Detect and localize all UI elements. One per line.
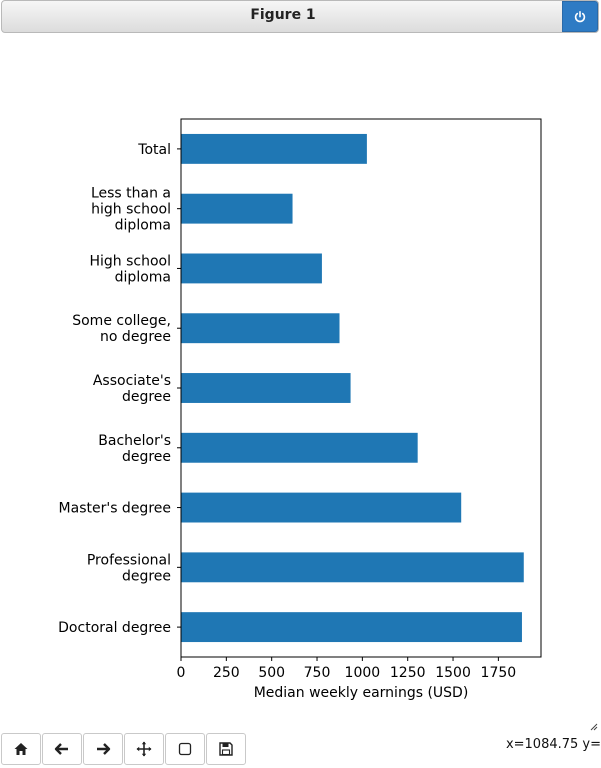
forward-button[interactable] [83, 733, 123, 765]
back-button[interactable] [42, 733, 82, 765]
bar [181, 492, 462, 523]
bar [181, 313, 340, 344]
figure-title: Figure 1 [250, 7, 316, 23]
navigation-toolbar [1, 733, 247, 767]
y-tick-label: Total [137, 142, 171, 158]
x-axis-label: Median weekly earnings (USD) [254, 685, 469, 701]
bar [181, 432, 418, 463]
y-tick-label: Professional degree [87, 552, 171, 584]
bar [181, 133, 367, 164]
y-tick-label: Doctoral degree [58, 620, 171, 636]
bar-chart[interactable]: Total Less than a high school diploma High s… [0, 34, 601, 724]
x-tick-label: 1000 [345, 665, 381, 681]
y-tick-label: Some college, no degree [72, 313, 171, 345]
zoom-rect-icon [178, 742, 192, 756]
cursor-coordinates: x=1084.75 y= [505, 737, 601, 752]
save-button[interactable] [206, 733, 246, 765]
home-button[interactable] [1, 733, 41, 765]
x-tick-label: 1750 [481, 665, 517, 681]
bar [181, 612, 522, 643]
y-tick-label: Master's degree [59, 501, 171, 517]
home-icon [14, 743, 28, 755]
x-tick-label: 1250 [390, 665, 426, 681]
y-tick-label: Associate's degree [93, 373, 171, 405]
bar [181, 373, 351, 403]
bar [181, 253, 322, 284]
close-figure-button[interactable] [562, 1, 598, 32]
plot-frame [180, 118, 542, 658]
zoom-button[interactable] [165, 733, 205, 765]
bar [181, 193, 293, 224]
x-tick-label: 0 [177, 665, 186, 681]
figure-titlebar: Figure 1 [1, 0, 599, 33]
x-tick-label: 1500 [435, 665, 471, 681]
x-tick-label: 500 [258, 665, 285, 681]
power-icon [574, 10, 586, 22]
x-tick-label: 750 [304, 665, 331, 681]
arrow-right-icon [97, 743, 111, 755]
x-tick-label: 250 [213, 665, 240, 681]
y-tick-label: High school diploma [89, 253, 171, 285]
pan-button[interactable] [124, 733, 164, 765]
arrow-left-icon [54, 743, 68, 755]
resize-grip-icon[interactable] [588, 721, 598, 731]
move-icon [136, 741, 152, 757]
save-icon [219, 742, 233, 756]
bar [181, 552, 524, 583]
y-tick-label: Bachelor's degree [98, 433, 171, 465]
y-tick-label: Less than a high school diploma [91, 186, 171, 234]
